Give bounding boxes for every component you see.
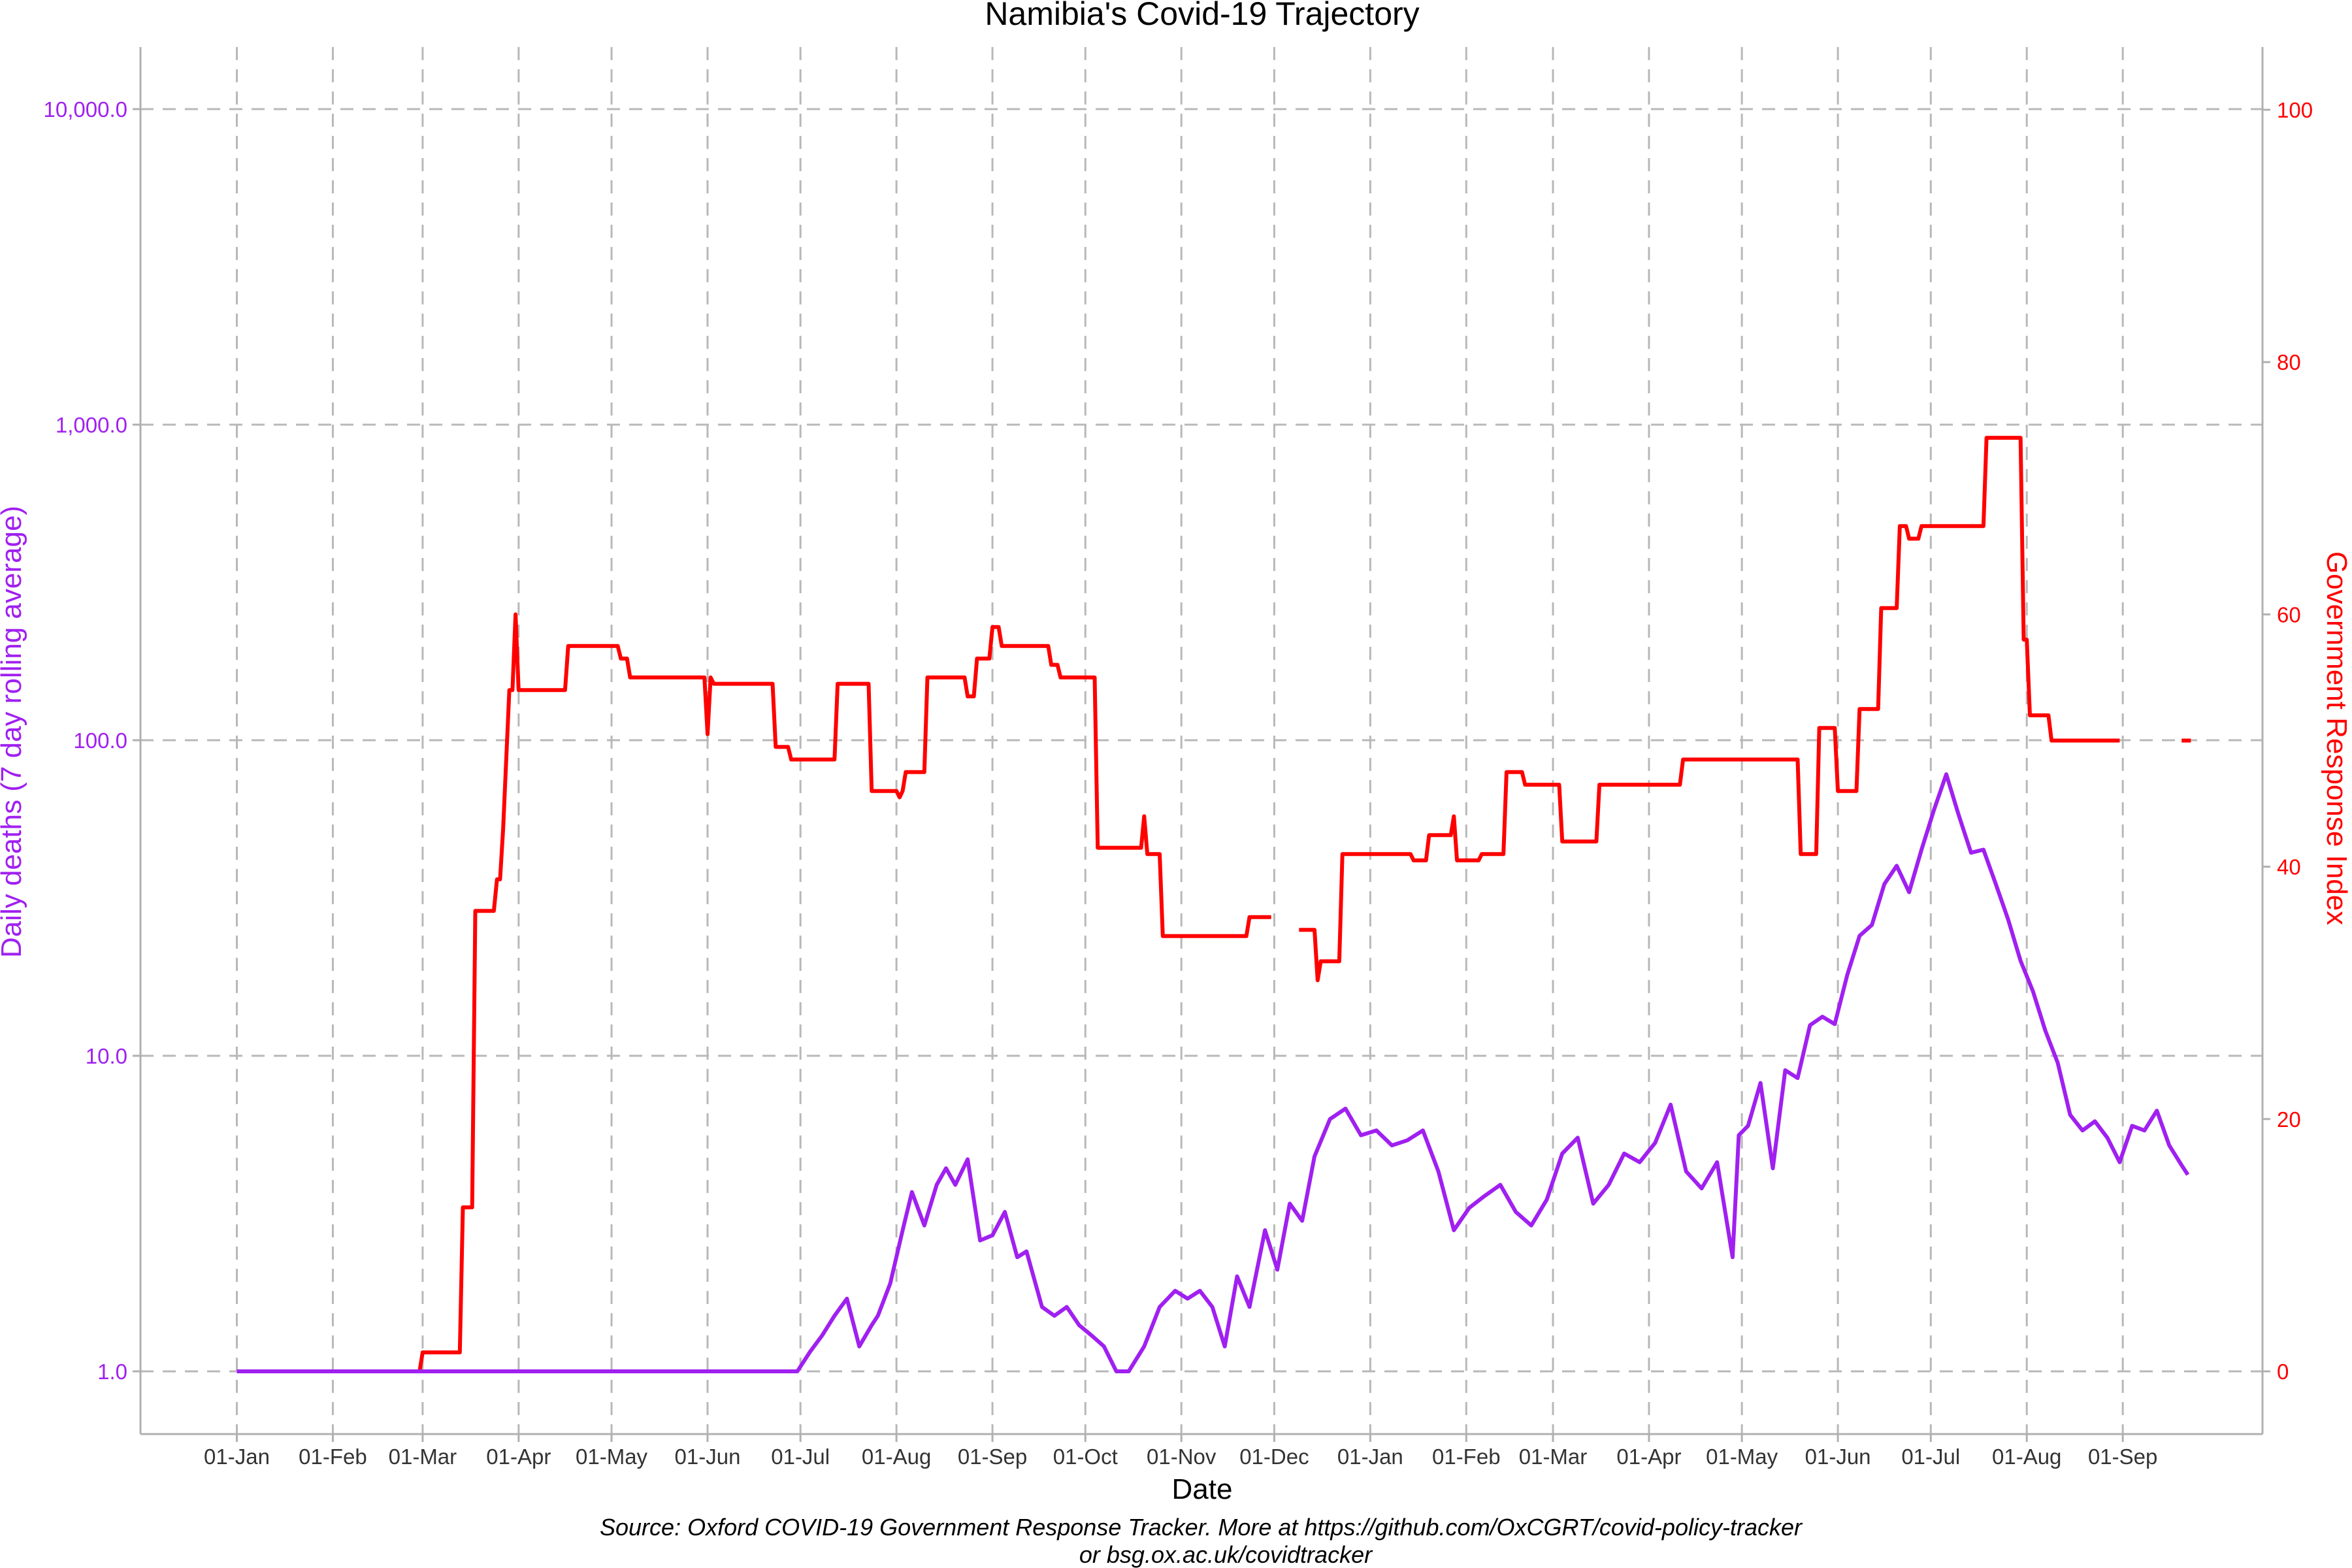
left-axis-title: Daily deaths (7 day rolling average) xyxy=(0,506,27,958)
series-layer xyxy=(237,436,2191,1373)
left-tick-label: 10,000.0 xyxy=(44,97,127,122)
x-axis-ticks: 01-Jan 01-Feb 01-Mar 01-Apr 01-May 01-Jun 01-J… xyxy=(204,1434,2157,1469)
x-tick-label: 01-Aug xyxy=(1992,1445,2061,1469)
left-tick-label: 1,000.0 xyxy=(56,413,127,437)
source-caption-line2: or bsg.ox.ac.uk/covidtracker xyxy=(1079,1541,1373,1568)
x-tick-label: 01-May xyxy=(576,1445,648,1469)
x-tick-label: 01-Apr xyxy=(486,1445,551,1469)
left-tick-label: 10.0 xyxy=(86,1044,127,1068)
x-tick-label: 01-Feb xyxy=(1432,1445,1501,1469)
x-tick-label: 01-Jun xyxy=(1805,1445,1871,1469)
response-index-line xyxy=(237,612,1271,1373)
source-caption-line1: Source: Oxford COVID-19 Government Respo… xyxy=(600,1514,1803,1541)
x-tick-label: 01-Mar xyxy=(1519,1445,1588,1469)
x-tick-label: 01-Dec xyxy=(1239,1445,1309,1469)
x-tick-label: 01-Jan xyxy=(1337,1445,1403,1469)
daily-deaths-line xyxy=(237,772,2190,1373)
x-tick-label: 01-May xyxy=(1706,1445,1778,1469)
right-tick-label: 100 xyxy=(2277,98,2313,122)
x-tick-label: 01-Sep xyxy=(958,1445,1027,1469)
x-tick-label: 01-Jan xyxy=(204,1445,270,1469)
right-tick-label: 0 xyxy=(2277,1360,2289,1384)
x-tick-label: 01-Jul xyxy=(771,1445,830,1469)
right-tick-label: 40 xyxy=(2277,855,2301,879)
x-tick-label: 01-Oct xyxy=(1053,1445,1118,1469)
x-axis-title: Date xyxy=(1172,1473,1233,1505)
right-tick-label: 80 xyxy=(2277,350,2301,374)
right-tick-label: 60 xyxy=(2277,602,2301,627)
left-axis-ticks: 1.0 10.0 100.0 1,000.0 10,000.0 xyxy=(44,97,140,1384)
x-tick-label: 01-Apr xyxy=(1616,1445,1681,1469)
left-tick-label: 100.0 xyxy=(73,728,127,753)
x-tick-label: 01-Feb xyxy=(299,1445,367,1469)
x-tick-label: 01-Aug xyxy=(862,1445,931,1469)
x-tick-label: 01-Jun xyxy=(675,1445,741,1469)
right-axis-title: Government Response Index xyxy=(2321,551,2352,925)
x-tick-label: 01-Sep xyxy=(2088,1445,2157,1469)
response-index-line xyxy=(1299,436,2120,983)
x-tick-label: 01-Mar xyxy=(389,1445,457,1469)
x-tick-label: 01-Nov xyxy=(1147,1445,1217,1469)
left-tick-label: 1.0 xyxy=(97,1360,127,1384)
right-tick-label: 20 xyxy=(2277,1107,2301,1132)
right-axis-ticks: 0 20 40 60 80 100 xyxy=(2262,98,2313,1384)
x-tick-label: 01-Jul xyxy=(1901,1445,1960,1469)
chart-title: Namibia's Covid-19 Trajectory xyxy=(985,0,1419,32)
